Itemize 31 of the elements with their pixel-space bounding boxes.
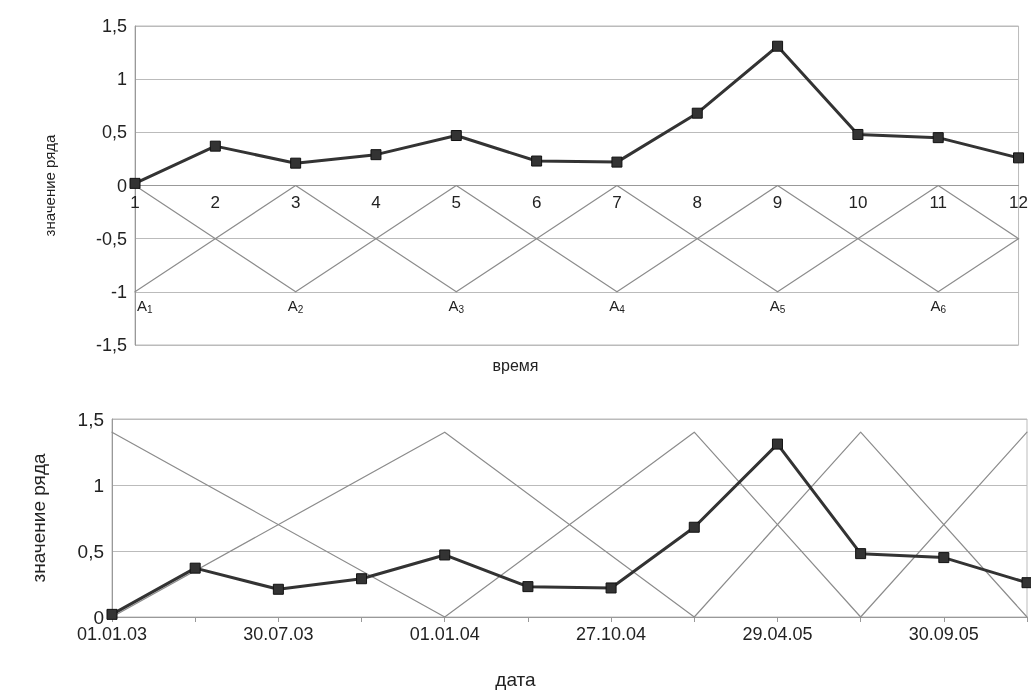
y-axis-title: значение ряда [28, 453, 49, 583]
x-tick-label: 30.09.05 [908, 624, 979, 644]
y-tick-label: 1 [116, 69, 127, 90]
x-tick-label: 7 [612, 192, 622, 212]
x-tick-label: 3 [290, 192, 301, 212]
x-tick-label: 5 [451, 192, 462, 212]
y-tick-label: 1,5 [77, 408, 104, 430]
y-tick-label: -1,5 [95, 335, 127, 355]
y-tick-label: -1 [110, 281, 127, 302]
x-tick-label: 2 [210, 192, 221, 212]
x-tick-label: 11 [929, 192, 948, 212]
x-tick-label: 12 [1009, 192, 1029, 212]
x-axis-title: время [492, 356, 539, 374]
y-tick-label: 1 [93, 474, 104, 496]
x-tick-label: 27.10.04 [576, 624, 647, 644]
x-tick-label: 9 [772, 192, 783, 212]
x-tick-label: 8 [692, 192, 702, 212]
x-tick-label: 30.07.03 [243, 624, 314, 644]
x-tick-label: 6 [531, 192, 542, 212]
y-tick-label: 0 [116, 175, 127, 196]
y-tick-label: -0,5 [95, 228, 127, 249]
x-tick-label: 29.04.05 [742, 624, 813, 644]
x-tick-label: 1 [130, 192, 140, 212]
x-tick-label: 01.01.04 [409, 624, 480, 644]
x-tick-label: 4 [371, 192, 381, 212]
y-tick-label: 0,5 [77, 540, 104, 562]
x-axis-title: дата [495, 669, 537, 690]
y-tick-label: 1,5 [101, 16, 127, 36]
x-tick-label: 10 [848, 192, 868, 212]
y-tick-label: 0,5 [101, 122, 127, 143]
y-axis-title: значение ряда [41, 133, 58, 237]
